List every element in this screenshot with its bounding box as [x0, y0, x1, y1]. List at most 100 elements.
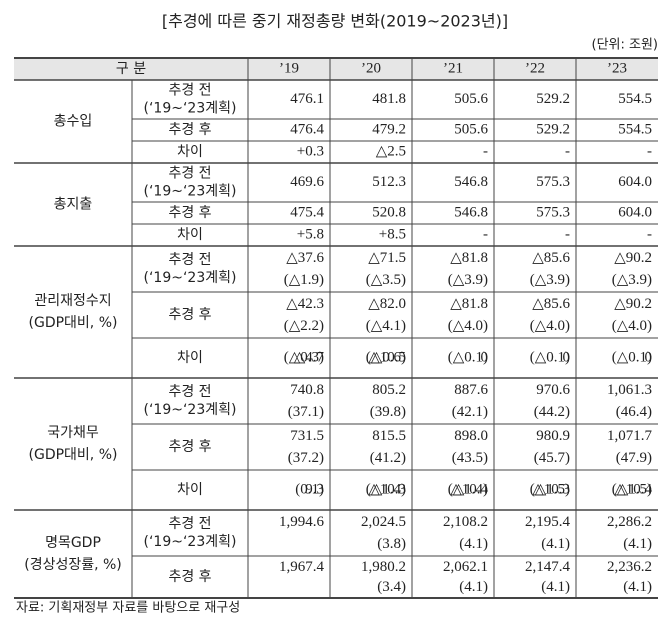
cell-value: 505.6	[454, 121, 488, 137]
cell-value: (△3.5)	[366, 272, 406, 288]
cell-value: △82.0	[368, 296, 406, 312]
cell-value: (4.1)	[541, 579, 570, 595]
cell-value: 1,994.6	[279, 514, 325, 530]
header-cell: ’23	[607, 60, 627, 76]
cell-value: 740.8	[290, 382, 324, 398]
cell-value: (47.9)	[616, 450, 652, 466]
row-label: 추경 후	[168, 569, 211, 585]
cell-value: 575.3	[536, 204, 570, 220]
cell-value: △2.5	[376, 143, 406, 159]
cell-value: △81.8	[450, 296, 488, 312]
cell-value: (39.8)	[370, 404, 406, 420]
cell-value: +5.8	[297, 226, 324, 242]
cell-value: △90.2	[614, 296, 652, 312]
cell-value: 475.4	[290, 204, 324, 220]
cell-value: +8.5	[379, 226, 406, 242]
cell-value: △10.3	[368, 481, 406, 497]
cell-value: 2,236.2	[607, 559, 652, 575]
group-label: 국가채무	[47, 425, 99, 441]
cell-value: (△1.5)	[530, 481, 570, 497]
row-label: 차이	[177, 227, 203, 243]
cell-value: 481.8	[372, 91, 406, 107]
cell-value: △71.5	[368, 250, 406, 266]
header-cell: 구 분	[116, 61, 146, 77]
cell-value: 512.3	[372, 174, 406, 190]
cell-value: 970.6	[536, 382, 570, 398]
cell-value: 1,967.4	[279, 559, 325, 575]
cell-value: 1,061.3	[607, 382, 652, 398]
group-label: (GDP대비, %)	[29, 447, 118, 463]
cell-value: 1,980.2	[361, 559, 406, 575]
header-cell: ’19	[279, 60, 299, 76]
cell-value: -	[647, 143, 652, 159]
cell-value: △10.4	[614, 481, 652, 497]
cell-value: (4.1)	[459, 536, 488, 552]
cell-value: (3.4)	[377, 579, 406, 595]
cell-value: 2,062.1	[443, 559, 488, 575]
cell-value: (41.2)	[370, 450, 406, 466]
header-cell: ’20	[361, 60, 381, 76]
group-label: 명목GDP	[45, 535, 101, 551]
source: 자료: 기획재정부 자료를 바탕으로 재구성	[16, 601, 240, 616]
cell-value: (37.2)	[288, 450, 324, 466]
cell-value: 1,071.7	[607, 428, 653, 444]
cell-value: (△0.1)	[530, 349, 570, 365]
header-cell: ’21	[443, 60, 463, 76]
cell-value: △4.7	[294, 349, 325, 365]
cell-value: 0	[481, 349, 489, 365]
title: [추경에 따른 중기 재정총량 변화(2019~2023년)]	[162, 12, 508, 31]
cell-value: (△1.4)	[448, 481, 488, 497]
cell-value: -	[565, 143, 570, 159]
cell-value: -	[483, 143, 488, 159]
row-label: (‘19~‘23계획)	[144, 101, 237, 117]
cell-value: 546.8	[454, 204, 488, 220]
cell-value: (△0.1)	[448, 349, 488, 365]
cell-value: (42.1)	[452, 404, 488, 420]
cell-value: (46.4)	[616, 404, 652, 420]
row-label: 추경 후	[168, 122, 211, 138]
row-label: (‘19~‘23계획)	[144, 184, 237, 200]
row-label: 추경 전	[168, 516, 211, 532]
cell-value: 898.0	[454, 428, 488, 444]
cell-value: (△0.6)	[366, 349, 406, 365]
cell-value: △81.8	[450, 250, 488, 266]
cell-value: 9.3	[305, 481, 324, 497]
row-label: 추경 전	[168, 384, 211, 400]
cell-value: (△3.9)	[530, 272, 570, 288]
cell-value: (△3.9)	[612, 272, 652, 288]
cell-value: (4.1)	[541, 536, 570, 552]
cell-value: 2,147.4	[525, 559, 571, 575]
cell-value: (△0.3)	[284, 349, 324, 365]
cell-value: (4.1)	[623, 579, 652, 595]
cell-value: △90.2	[614, 250, 652, 266]
cell-value: 805.2	[372, 382, 406, 398]
cell-value: -	[565, 226, 570, 242]
cell-value: (△4.0)	[448, 318, 488, 334]
cell-value: 479.2	[372, 121, 406, 137]
group-label: (GDP대비, %)	[29, 315, 118, 331]
cell-value: (△2.2)	[284, 318, 324, 334]
cell-value: (△0.1)	[612, 349, 652, 365]
cell-value: (43.5)	[452, 450, 488, 466]
row-label: 추경 후	[168, 205, 211, 221]
cell-value: 546.8	[454, 174, 488, 190]
group-label: 관리재정수지	[34, 293, 111, 309]
row-label: 추경 전	[168, 166, 211, 182]
row-label: 추경 전	[168, 83, 211, 99]
cell-value: (4.1)	[459, 579, 488, 595]
cell-value: (4.1)	[623, 536, 652, 552]
cell-value: (△3.9)	[448, 272, 488, 288]
cell-value: 505.6	[454, 91, 488, 107]
group-label: 총수입	[54, 114, 93, 130]
cell-value: (△1.9)	[284, 272, 324, 288]
cell-value: 0	[645, 349, 653, 365]
cell-value: (37.1)	[288, 404, 324, 420]
cell-value: 476.1	[290, 91, 324, 107]
cell-value: 604.0	[618, 204, 652, 220]
cell-value: 815.5	[372, 428, 406, 444]
cell-value: 2,286.2	[607, 514, 652, 530]
cell-value: 520.8	[372, 204, 406, 220]
cell-value: 604.0	[618, 174, 652, 190]
cell-value: △10.4	[450, 481, 488, 497]
